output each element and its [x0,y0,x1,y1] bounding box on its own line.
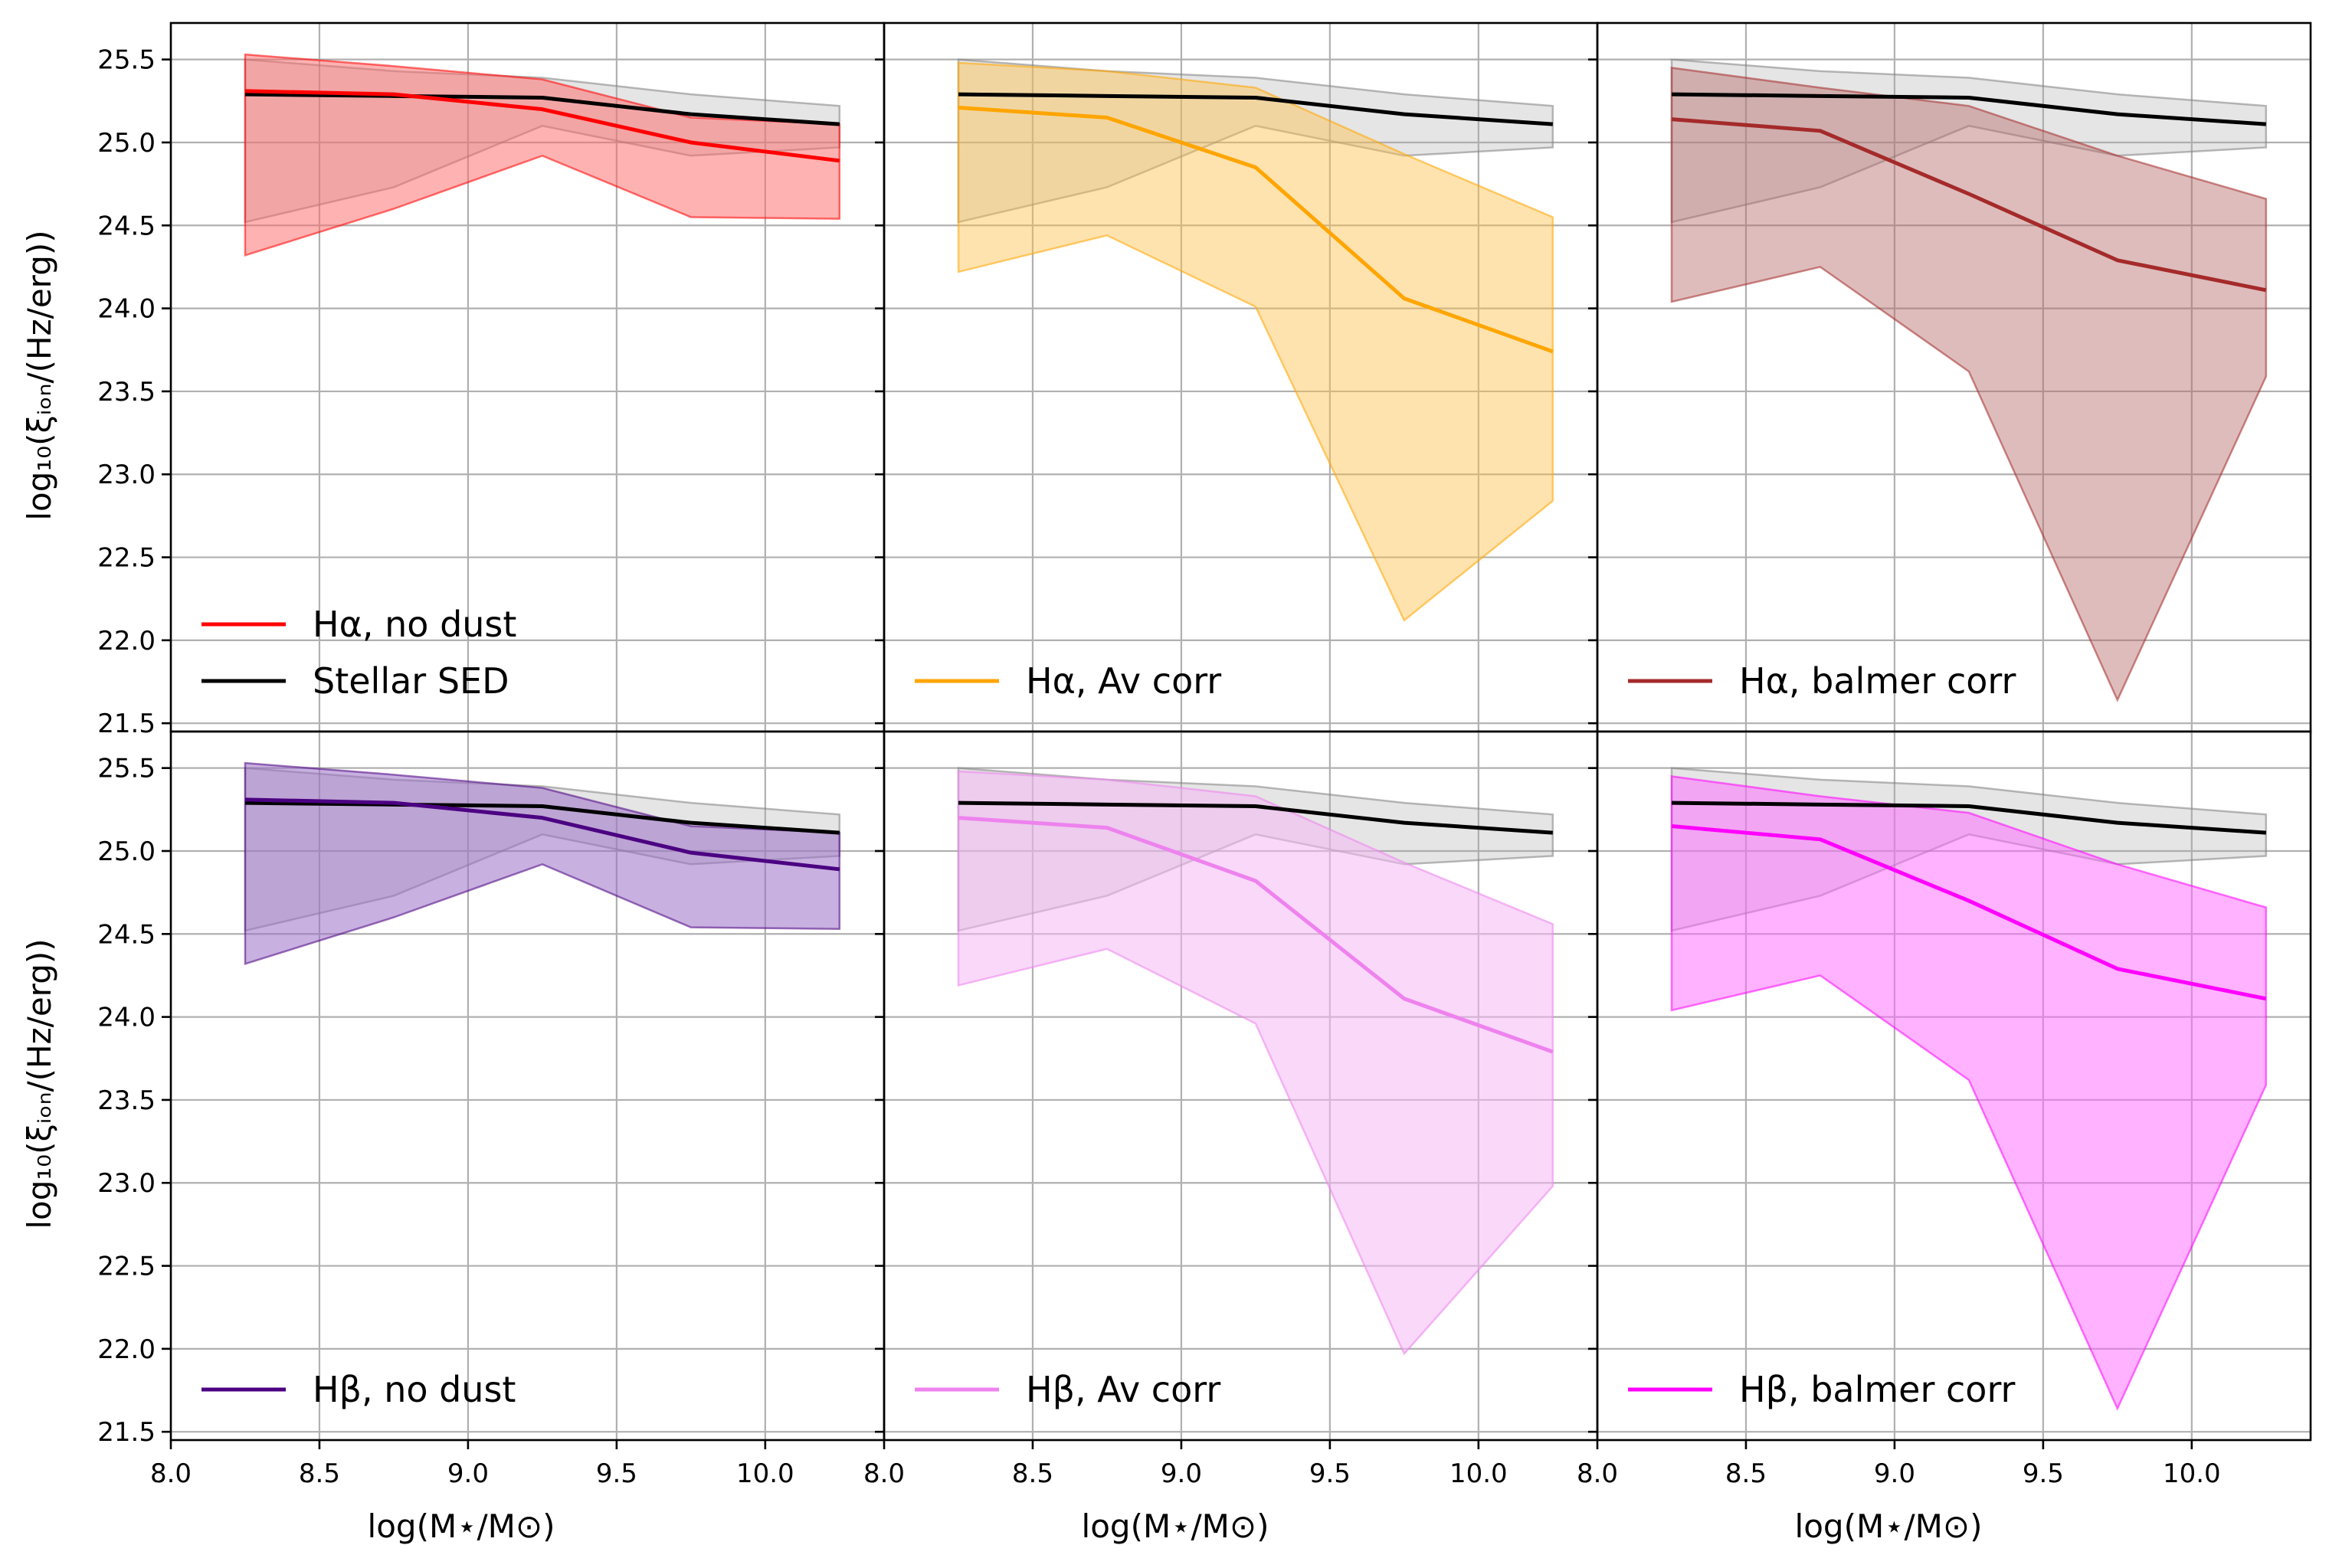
y-tick-label: 23.5 [97,377,156,408]
y-axis-label-bottom: log₁₀(ξᵢₒₙ/(Hz/erg)) [21,938,58,1229]
plot-area [957,58,1554,622]
y-tick-label: 22.5 [97,543,156,574]
panel-3: Hα, balmer corr [1588,21,2312,733]
y-tick-label: 25.0 [97,128,156,159]
legend: Hβ, balmer corr [1628,1369,2016,1410]
stellar-sed-line [958,92,1553,126]
y-tick-label: 21.5 [97,709,156,739]
y-tick-label: 23.5 [97,1085,156,1116]
series-line [1671,117,2267,293]
grid [883,23,1597,732]
y-tick-label: 24.0 [97,294,156,325]
series-band [1670,67,2268,702]
legend-label: Hβ, Av corr [1026,1369,1220,1410]
x-tick-label: 8.0 [1577,1458,1618,1489]
plot-area [1670,58,2268,702]
ticks: 8.0 8.5 9.0 9.5 10.0 [863,767,1508,1489]
x-axis-label-left: log(M⋆/M⊙) [368,1507,555,1545]
x-tick-label: 9.0 [1874,1458,1915,1489]
y-tick-label: 23.0 [97,1168,156,1199]
stellar-sed-band [957,58,1554,224]
series-band [244,53,841,257]
stellar-sed-line [1671,92,2266,126]
x-tick-label: 8.0 [863,1458,905,1489]
series-line [1671,823,2267,1001]
legend-label: Hα, no dust [313,604,516,645]
stellar-sed-line [244,92,840,126]
plot-area [244,761,841,965]
x-axis-labels: log(M⋆/M⊙) log(M⋆/M⊙) log(M⋆/M⊙) [368,1507,1983,1545]
y-tick-label: 23.0 [97,460,156,490]
panel-frame [1596,730,2312,1442]
y-tick-label: 25.5 [97,45,156,76]
y-tick-label: 24.0 [97,1003,156,1033]
x-tick-label: 10.0 [2163,1458,2221,1489]
x-tick-label: 8.5 [299,1458,340,1489]
y-tick-label: 24.5 [97,919,156,950]
y-tick-label: 22.0 [97,626,156,656]
legend-label: Hβ, no dust [313,1369,516,1410]
x-axis-label-middle: log(M⋆/M⊙) [1082,1507,1269,1545]
ticks: 8.0 8.5 9.0 9.5 10.0 [1577,767,2221,1489]
legend: Hβ, Av corr [915,1369,1220,1410]
y-axis-labels: log₁₀(ξᵢₒₙ/(Hz/erg)) log₁₀(ξᵢₒₙ/(Hz/erg)… [21,230,58,1229]
y-tick-label: 24.5 [97,211,156,241]
series-band [244,761,841,965]
series-band [957,61,1554,622]
panel-6: 8.0 8.5 9.0 9.5 10.0 Hβ, balmer corr [1577,730,2312,1489]
panel-grid: 21.5 22.0 22.5 23.0 23.5 24.0 24.5 25.0 25.5 Hα, … [97,21,2312,1489]
y-tick-label: 25.0 [97,836,156,867]
x-tick-label: 9.5 [596,1458,637,1489]
y-axis-label-top: log₁₀(ξᵢₒₙ/(Hz/erg)) [21,230,58,520]
stellar-sed-line [1671,800,2266,835]
x-tick-label: 8.5 [1725,1458,1767,1489]
legend: Hβ, no dust [201,1369,516,1410]
ticks [875,58,884,725]
stellar-sed-line [958,800,1553,835]
legend-label: Hα, balmer corr [1739,660,2016,702]
stellar-sed-line [244,800,840,835]
legend-label: Hα, Av corr [1026,660,1221,702]
x-tick-label: 10.0 [736,1458,794,1489]
x-tick-label: 9.0 [447,1458,489,1489]
legend: Hα, balmer corr [1628,660,2016,702]
x-axis-label-right: log(M⋆/M⊙) [1795,1507,1983,1545]
x-tick-label: 8.5 [1012,1458,1053,1489]
series-line [958,816,1554,1054]
x-tick-label: 10.0 [1449,1458,1508,1489]
legend-label: Stellar SED [313,660,509,702]
y-tick-label: 21.5 [97,1417,156,1448]
series-line [958,105,1554,354]
legend: Hα, Av corr [915,660,1221,702]
y-tick-label: 22.0 [97,1334,156,1365]
ticks: 21.5 22.0 22.5 23.0 23.5 24.0 24.5 25.0 25.5 8.0 8… [97,754,794,1489]
plot-area [1670,767,2268,1411]
series-band [957,770,1554,1356]
ticks [1588,58,1597,725]
stellar-sed-band [1670,58,2268,224]
legend: Hα, no dust Stellar SED [201,604,516,702]
panel-5: 8.0 8.5 9.0 9.5 10.0 Hβ, Av corr [863,730,1599,1489]
x-tick-label: 9.0 [1161,1458,1202,1489]
legend-label: Hβ, balmer corr [1739,1369,2016,1410]
panel-4: 21.5 22.0 22.5 23.0 23.5 24.0 24.5 25.0 25.5 8.0 8… [97,730,886,1489]
x-tick-label: 8.0 [150,1458,192,1489]
x-tick-label: 9.5 [2023,1458,2064,1489]
x-tick-label: 9.5 [1309,1458,1351,1489]
plot-area [957,767,1554,1356]
series-line [244,89,840,163]
y-tick-label: 25.5 [97,754,156,784]
plot-area [244,53,841,257]
y-tick-label: 22.5 [97,1252,156,1282]
ticks: 21.5 22.0 22.5 23.0 23.5 24.0 24.5 25.0 25.5 [97,45,171,739]
panel-2: Hα, Av corr [875,21,1599,733]
series-line [244,797,840,872]
